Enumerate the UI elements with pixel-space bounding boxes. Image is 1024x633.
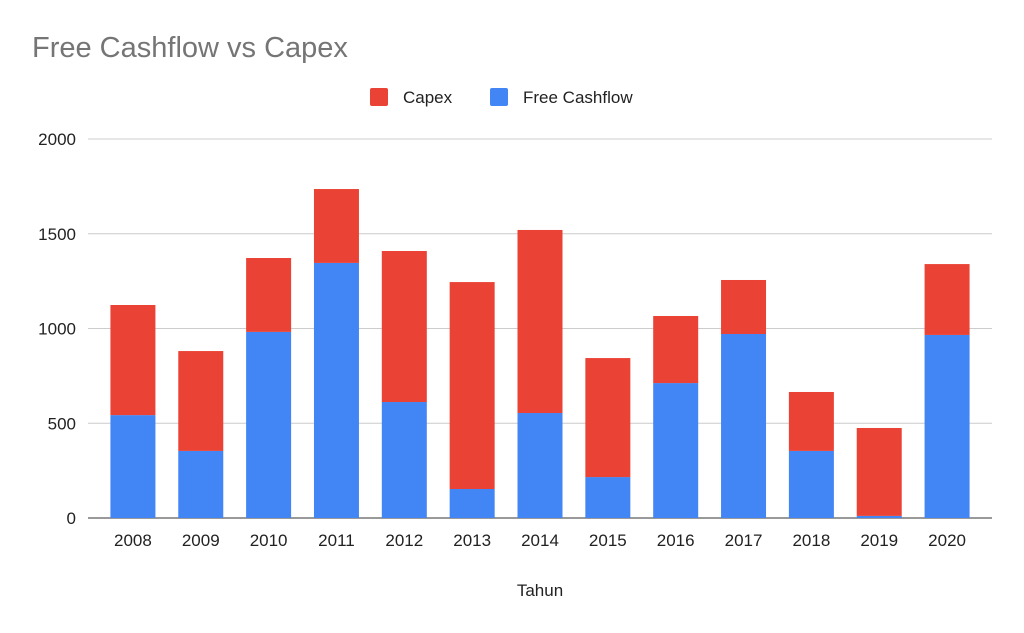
legend-label: Free Cashflow: [523, 88, 633, 107]
bar-capex-2016: [653, 315, 699, 384]
legend-swatch-capex: [370, 88, 388, 106]
bar-free-cashflow-2013: [449, 489, 495, 518]
bar-free-cashflow-2010: [246, 331, 292, 518]
bar-free-cashflow-2015: [585, 477, 631, 518]
x-tick-label: 2017: [725, 531, 763, 550]
x-axis-label: Tahun: [517, 581, 563, 600]
x-tick-label: 2018: [792, 531, 830, 550]
y-tick-label: 2000: [38, 130, 76, 149]
bar-free-cashflow-2018: [788, 450, 834, 518]
x-tick-label: 2009: [182, 531, 220, 550]
x-tick-label: 2008: [114, 531, 152, 550]
bar-capex-2020: [924, 264, 970, 335]
legend-label: Capex: [403, 88, 453, 107]
bar-free-cashflow-2009: [178, 450, 224, 518]
bar-capex-2019: [856, 427, 902, 516]
bar-capex-2013: [449, 282, 495, 490]
bar-free-cashflow-2011: [313, 262, 359, 518]
bar-free-cashflow-2016: [653, 383, 699, 518]
bar-capex-2014: [517, 229, 563, 414]
x-tick-label: 2010: [250, 531, 288, 550]
chart-title: Free Cashflow vs Capex: [32, 32, 348, 64]
y-tick-label: 500: [48, 414, 76, 433]
bar-free-cashflow-2017: [721, 333, 767, 518]
bar-free-cashflow-2014: [517, 413, 563, 518]
y-tick-label: 1500: [38, 225, 76, 244]
x-tick-label: 2016: [657, 531, 695, 550]
x-tick-label: 2013: [453, 531, 491, 550]
bar-capex-2015: [585, 358, 631, 478]
x-tick-label: 2011: [318, 531, 355, 550]
x-tick-label: 2014: [521, 531, 559, 550]
bar-free-cashflow-2020: [924, 334, 970, 518]
bar-capex-2017: [721, 279, 767, 334]
x-tick-label: 2019: [860, 531, 898, 550]
bar-free-cashflow-2019: [856, 515, 902, 518]
y-tick-label: 0: [67, 509, 76, 528]
x-tick-label: 2020: [928, 531, 966, 550]
y-tick-label: 1000: [38, 320, 76, 339]
bar-capex-2011: [313, 189, 359, 263]
bar-capex-2010: [246, 258, 292, 332]
legend-swatch-free-cashflow: [490, 88, 508, 106]
bar-capex-2009: [178, 351, 224, 451]
x-tick-label: 2012: [385, 531, 423, 550]
x-tick-label: 2015: [589, 531, 627, 550]
bar-capex-2018: [788, 391, 834, 451]
bar-capex-2008: [110, 305, 156, 416]
bar-free-cashflow-2012: [381, 402, 427, 518]
bar-capex-2012: [381, 250, 427, 403]
bar-free-cashflow-2008: [110, 415, 156, 518]
